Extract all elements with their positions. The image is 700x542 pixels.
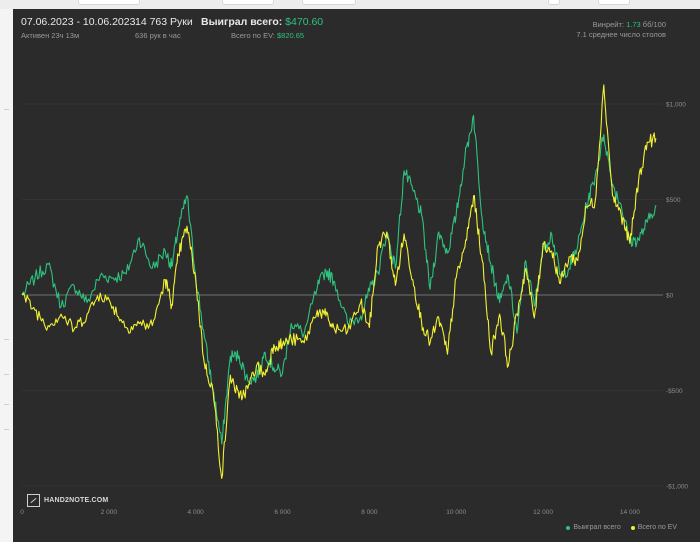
avg-tables: 7.1 среднее число столов (576, 30, 666, 39)
margin-tick (4, 374, 9, 375)
logo-text: HAND2NOTE.COM (44, 497, 109, 504)
hand2note-logo: HAND2NOTE.COM (27, 494, 108, 507)
x-tick-label: 4 000 (188, 509, 205, 516)
winrate-unit: бб/100 (642, 20, 666, 29)
browser-top-strip (0, 0, 700, 9)
x-tick-label: 6 000 (274, 509, 291, 516)
margin-tick (4, 404, 9, 405)
margin-tick (4, 109, 9, 110)
ev-total: Всего по EV: $820.65 (231, 31, 304, 40)
ev-total-label: Всего по EV: (231, 31, 275, 40)
legend-dot-ev (630, 525, 635, 530)
won-total-value: $470.60 (285, 16, 324, 28)
x-tick-label: 0 (20, 509, 24, 516)
top-tab[interactable] (78, 0, 140, 5)
top-tab[interactable] (598, 0, 630, 5)
hand2note-logo-icon (27, 494, 40, 507)
top-tab[interactable] (222, 0, 274, 5)
y-tick-label: $1,000 (666, 102, 686, 109)
x-tick-label: 14 000 (620, 509, 640, 516)
legend-item-won[interactable]: Выиграл всего (566, 524, 621, 531)
ev-series-line (21, 84, 657, 479)
winrate: Винрейт: 1.73 бб/100 (593, 20, 666, 29)
legend-label-won: Выиграл всего (573, 524, 621, 531)
date-range: 07.06.2023 - 10.06.2023 (21, 16, 136, 28)
y-tick-label: -$500 (666, 388, 683, 395)
hands-per-hour: 636 рук в час (135, 31, 181, 40)
left-margin (0, 9, 13, 542)
margin-tick (4, 339, 9, 340)
won-total: Выиграл всего: $470.60 (201, 16, 323, 28)
legend-dot-won (566, 525, 571, 530)
legend-item-ev[interactable]: Всего по EV (630, 524, 677, 531)
winrate-value: 1.73 (626, 20, 641, 29)
x-tick-label: 8 000 (361, 509, 378, 516)
won-total-label: Выиграл всего: (201, 16, 283, 28)
winnings-chart: $1,000 $500 $0 -$500 -$1,000 0 2 000 4 000 6 000… (20, 84, 688, 516)
margin-tick (4, 429, 9, 430)
x-tick-label: 10 000 (446, 509, 466, 516)
x-tick-label: 12 000 (533, 509, 553, 516)
ev-total-value: $820.65 (276, 31, 305, 40)
won-series-line (21, 114, 657, 445)
y-tick-label: $0 (666, 293, 674, 300)
top-tab[interactable] (548, 0, 560, 5)
x-tick-label: 2 000 (101, 509, 118, 516)
y-tick-label: -$1,000 (666, 484, 688, 491)
winrate-label: Винрейт: (592, 20, 624, 29)
top-tab[interactable] (302, 0, 356, 5)
graph-panel: 07.06.2023 - 10.06.2023 Активен 23ч 13м … (13, 9, 700, 542)
y-tick-label: $500 (666, 197, 681, 204)
legend-label-ev: Всего по EV (637, 524, 677, 531)
hands-count: 14 763 Руки (135, 16, 193, 28)
chart-legend: Выиграл всего Всего по EV (566, 524, 677, 531)
active-time: Активен 23ч 13м (21, 31, 80, 40)
